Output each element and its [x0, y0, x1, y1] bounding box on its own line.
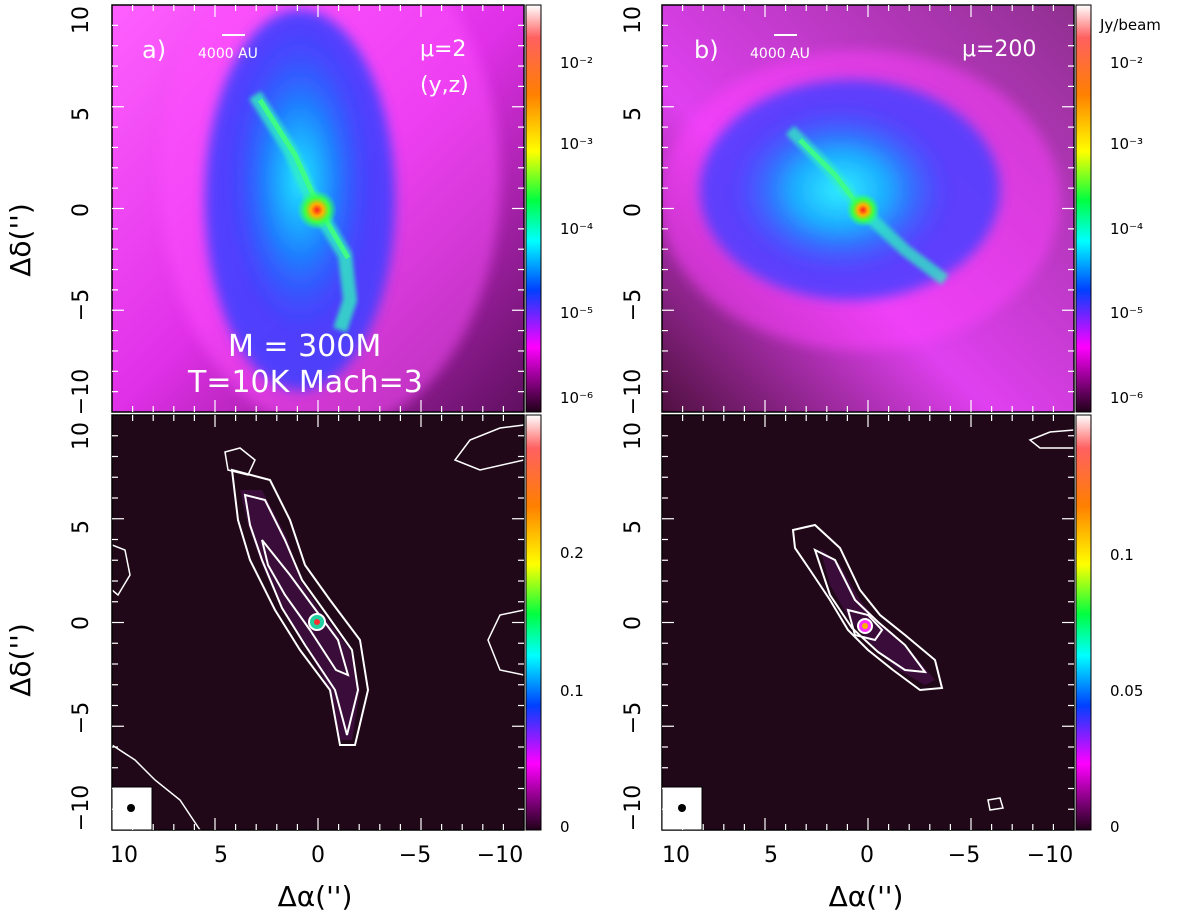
y-tick-label: −5 [621, 702, 646, 734]
panel-a-cb-tick-4: 10⁻⁵ [560, 304, 593, 322]
panel-b-cb-tick-2: 10⁻³ [1110, 135, 1143, 153]
y-tick-label: 10 [621, 422, 646, 450]
panel-b-colorbar [1075, 4, 1092, 413]
panel-b-cb-tick-5: 10⁻⁶ [1110, 389, 1143, 407]
y-tick-label: 5 [621, 107, 646, 121]
y-tick-label: −5 [69, 289, 94, 321]
x-tick-label: −10 [1027, 843, 1073, 868]
panel-a-colorbar [525, 4, 542, 413]
x-tick-label: 0 [860, 843, 874, 868]
y-tick-label: −10 [69, 785, 94, 831]
panel-b-cb-tick-1: 10⁻² [1110, 54, 1143, 72]
y-axis-title-top: Δδ('') [4, 203, 37, 277]
y-tick-label: −10 [621, 369, 646, 415]
panel-d-cb-tick-3: 0 [1110, 818, 1120, 836]
x-tick-label: 5 [214, 843, 228, 868]
panel-b-cb-tick-3: 10⁻⁴ [1110, 220, 1143, 238]
y-tick-label: 0 [69, 616, 94, 630]
x-tick-label: 5 [764, 843, 778, 868]
panel-c-cb-tick-2: 0.1 [560, 682, 584, 700]
x-ticks-left: 10 5 0 −5 −10 [110, 843, 523, 868]
y-tick-label: 10 [69, 6, 94, 34]
panel-a-scale-text: 4000 AU [198, 46, 258, 62]
y-tick-label: −5 [69, 702, 94, 734]
panel-d [662, 415, 1074, 830]
x-tick-label: 10 [662, 843, 690, 868]
panel-b-cb-tick-4: 10⁻⁵ [1110, 304, 1143, 322]
panel-c-colorbar [525, 414, 542, 831]
x-tick-label: −10 [477, 843, 523, 868]
panel-b-scale-text: 4000 AU [750, 46, 810, 62]
panel-c [112, 415, 524, 830]
y-tick-label: −10 [621, 785, 646, 831]
panel-a-mass-text: M = 300M [228, 329, 381, 364]
colorbar-unit: Jy/beam [1099, 16, 1161, 34]
panel-a-cb-tick-1: 10⁻² [560, 54, 593, 72]
x-ticks-right: 10 5 0 −5 −10 [662, 843, 1073, 868]
y-tick-label: 10 [621, 6, 646, 34]
panel-b-core [846, 193, 880, 227]
panel-c-contour-mid [243, 493, 360, 736]
panel-d-cb-tick-1: 0.1 [1110, 546, 1134, 564]
panel-a-view-text: (y,z) [420, 73, 469, 98]
y-axis-title-bottom: Δδ('') [4, 623, 37, 697]
panel-d-contour-outer [791, 523, 944, 692]
panel-b [662, 5, 1074, 412]
panel-d-filament [820, 548, 935, 685]
x-axis-title-right: Δα('') [829, 880, 904, 913]
x-axis-title-left: Δα('') [278, 880, 353, 913]
y-tick-label: 0 [69, 203, 94, 217]
y-tick-label: 5 [621, 520, 646, 534]
y-tick-label: −5 [621, 289, 646, 321]
y-tick-label: 0 [621, 616, 646, 630]
panel-a-cb-tick-3: 10⁻⁴ [560, 220, 593, 238]
x-tick-label: 10 [110, 843, 138, 868]
x-tick-label: −5 [399, 843, 431, 868]
panel-a-label: a) [142, 36, 166, 64]
panel-d-contour-mid [813, 548, 928, 674]
panel-d-beam [678, 804, 686, 812]
axis-tick-marks [112, 5, 1074, 830]
x-tick-label: −5 [948, 843, 980, 868]
panel-a-cb-tick-2: 10⁻³ [560, 135, 593, 153]
y-tick-label: −10 [69, 369, 94, 415]
x-tick-label: 0 [311, 843, 325, 868]
panel-c-contour-outer [230, 468, 370, 746]
panel-b-mu-text: μ=200 [962, 37, 1036, 62]
y-tick-label: 5 [69, 107, 94, 121]
panel-c-contour-inner [261, 539, 350, 677]
panel-d-cb-tick-2: 0.05 [1110, 682, 1143, 700]
y-tick-label: 5 [69, 520, 94, 534]
panel-a-mu-text: μ=2 [420, 37, 466, 62]
panel-c-beam [127, 804, 135, 812]
panel-d-colorbar [1075, 414, 1092, 831]
y-ticks-left-bottom: 10 5 0 −5 −10 [69, 422, 94, 831]
panel-b-label: b) [694, 36, 719, 64]
y-tick-label: 0 [621, 203, 646, 217]
panel-c-cb-tick-1: 0.2 [560, 544, 584, 562]
y-ticks-right: 10 5 0 −5 −10 10 5 0 −5 −10 [621, 6, 646, 831]
panel-a [112, 5, 524, 412]
panel-c-cb-tick-3: 0 [560, 818, 570, 836]
y-tick-label: 10 [69, 422, 94, 450]
panel-a-conditions-text: T=10K Mach=3 [187, 365, 423, 400]
y-ticks-left: 10 5 0 −5 −10 [69, 6, 94, 415]
panel-a-core [297, 190, 337, 230]
panel-a-cb-tick-5: 10⁻⁶ [560, 389, 593, 407]
